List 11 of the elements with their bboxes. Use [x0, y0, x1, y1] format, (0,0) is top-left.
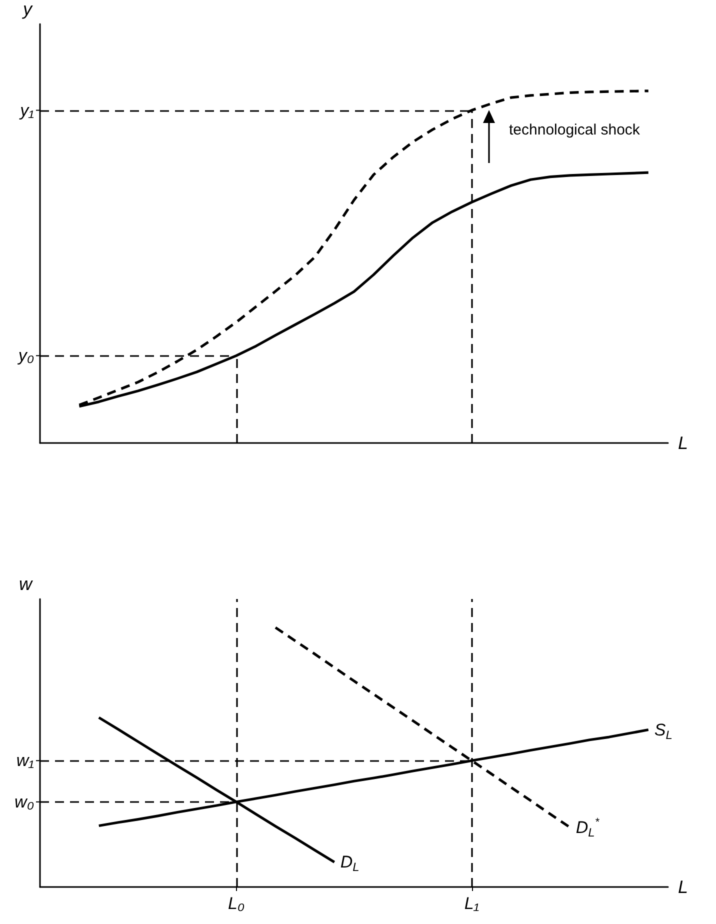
ref-line-label: w₀	[14, 792, 34, 812]
ref-line-label: y₀	[17, 346, 34, 366]
y-axis-title: w	[19, 574, 33, 594]
x-axis-title: L	[678, 433, 688, 453]
ref-line-label: w₁	[16, 751, 34, 770]
x-tick-label: L₁	[464, 894, 480, 913]
ref-line-label: y₁	[19, 100, 34, 120]
x-tick-label: L₀	[228, 894, 245, 913]
y-axis-title: y	[21, 0, 33, 19]
x-axis-title: L	[678, 877, 688, 897]
annotation: technological shock	[509, 122, 640, 138]
